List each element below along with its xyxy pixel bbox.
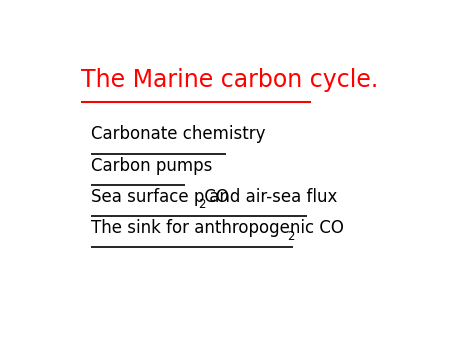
Text: Carbon pumps: Carbon pumps (91, 157, 212, 175)
Text: Sea surface pCO: Sea surface pCO (91, 188, 229, 206)
Text: 2: 2 (287, 230, 294, 243)
Text: and air-sea flux: and air-sea flux (204, 188, 337, 206)
Text: The Marine carbon cycle.: The Marine carbon cycle. (81, 68, 378, 92)
Text: 2: 2 (198, 198, 205, 212)
Text: The sink for anthropogenic CO: The sink for anthropogenic CO (91, 219, 344, 237)
Text: Carbonate chemistry: Carbonate chemistry (91, 125, 266, 143)
